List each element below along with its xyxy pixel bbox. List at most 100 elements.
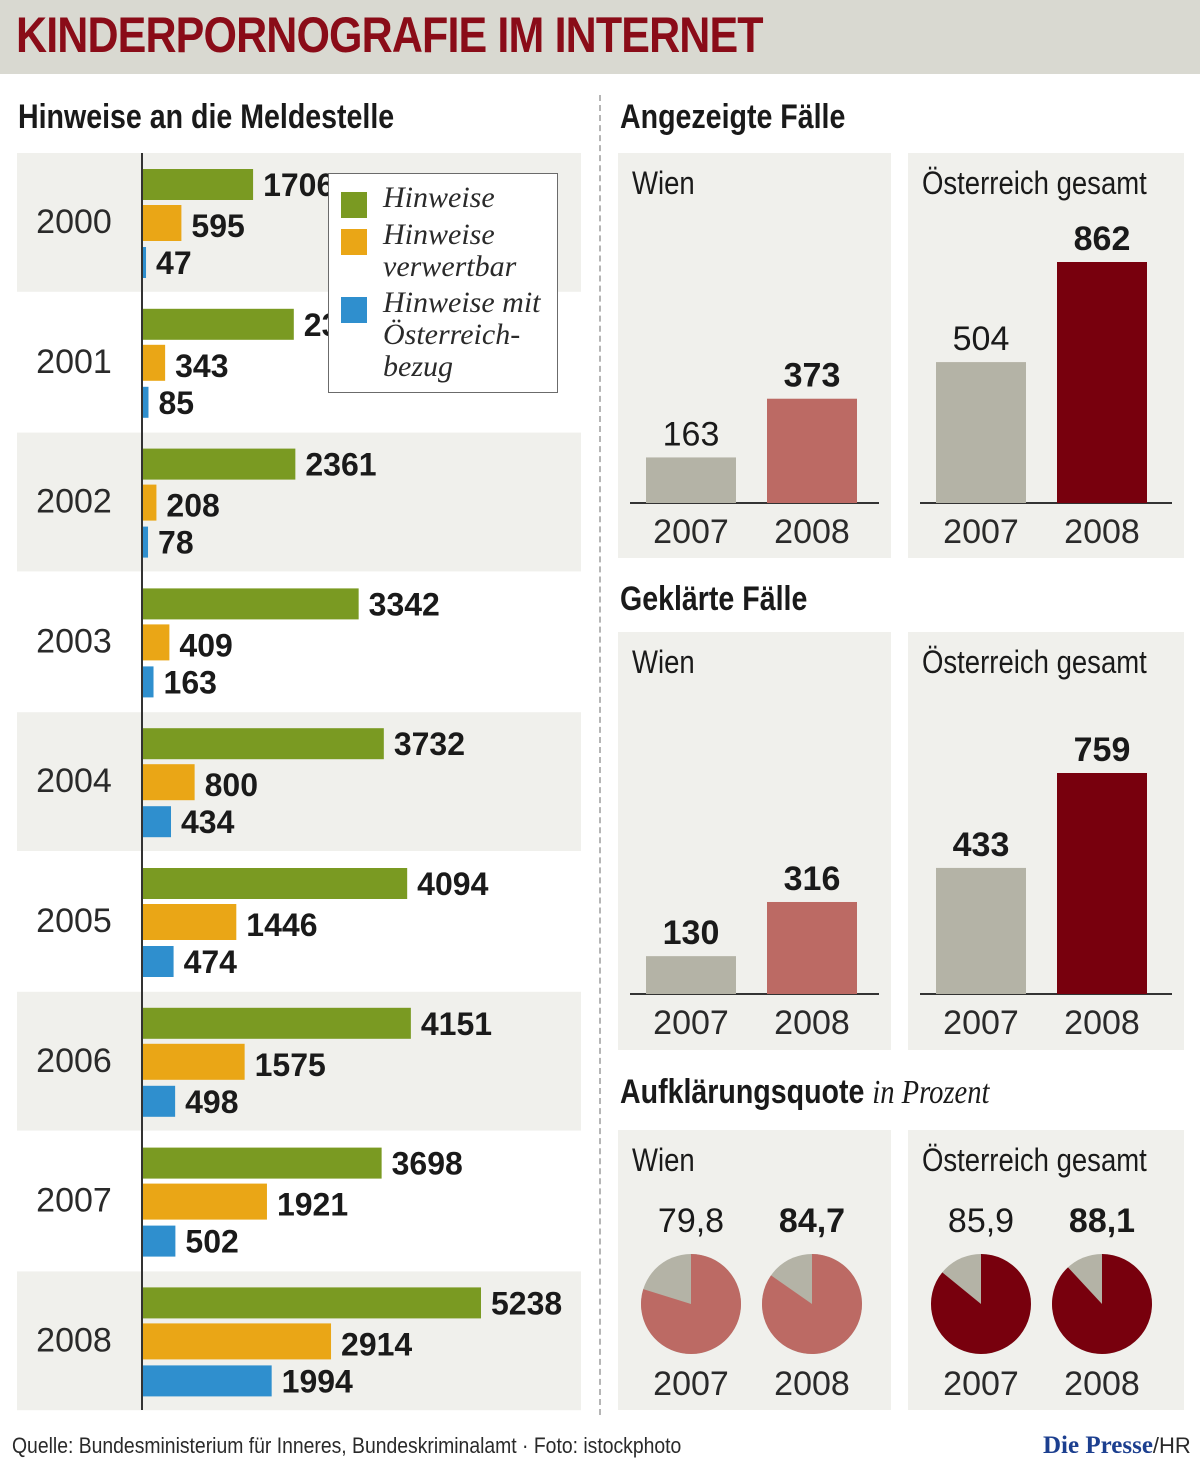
bar: [143, 386, 149, 418]
bar: [143, 1183, 267, 1220]
data-label: 3342: [369, 586, 440, 622]
bars-angezeigt-oesterreich: 504 2007 862 2008: [920, 220, 1172, 551]
left-section-title: Hinweise an die Meldestelle: [18, 98, 395, 136]
bar: [143, 1287, 481, 1319]
publisher-credit: Die Presse/HR: [1043, 1432, 1191, 1460]
panel-quote-wien: Wien 79,8 2007 84,7 2008: [618, 1130, 891, 1410]
data-label: 1446: [246, 907, 317, 943]
pies-quote-wien: 79,8 2007 84,7 2008: [641, 1202, 862, 1403]
year-label: 2008: [1064, 1004, 1140, 1042]
data-label: 3732: [394, 726, 465, 762]
data-label: 373: [784, 357, 841, 395]
data-label: 208: [166, 488, 219, 524]
bars-geklaert-oesterreich: 433 2007 759 2008: [920, 731, 1172, 1042]
year-label: 2007: [943, 1004, 1019, 1042]
year-label: 2008: [36, 1321, 112, 1359]
legend-label-hinweise: Hinweise: [383, 181, 495, 214]
data-label: 3698: [392, 1146, 463, 1182]
data-label: 130: [663, 914, 720, 952]
data-label: 78: [158, 525, 194, 561]
data-label: 862: [1074, 220, 1131, 258]
data-label: 433: [953, 826, 1010, 864]
panel-angezeigt-oesterreich: Österreich gesamt 504 2007 862 2008: [908, 153, 1184, 558]
year-label: 2007: [943, 1365, 1019, 1403]
bar: [143, 666, 154, 698]
hinweise-bar-chart: 2000170659547200123373438520022361208782…: [17, 153, 581, 1411]
publisher-logo: Die Presse: [1043, 1432, 1153, 1459]
row-background: [17, 432, 581, 572]
bar: [646, 956, 736, 994]
data-label: 502: [185, 1224, 238, 1260]
data-label: 434: [181, 804, 235, 840]
year-label: 2007: [653, 1004, 729, 1042]
year-label: 2007: [653, 513, 729, 551]
pie-value-slice: [1052, 1254, 1153, 1354]
bar: [1057, 262, 1147, 503]
year-label: 2000: [36, 203, 112, 241]
year-label: 2008: [774, 513, 850, 551]
year-label: 2001: [36, 343, 112, 381]
year-label: 2006: [36, 1042, 112, 1080]
header-bar: KINDERPORNOGRAFIE IM INTERNET: [0, 0, 1200, 74]
data-label: 409: [179, 627, 232, 663]
bar: [143, 1147, 382, 1179]
bar: [646, 457, 736, 503]
data-label: 343: [175, 348, 228, 384]
year-label: 2008: [774, 1365, 850, 1403]
legend-label-verwertbar: Hinweise verwertbar: [383, 218, 517, 283]
bar: [936, 867, 1026, 994]
geklaerte-faelle-title: Geklärte Fälle: [620, 580, 808, 618]
panel-geklaert-oesterreich: Österreich gesamt 433 2007 759 2008: [908, 632, 1184, 1050]
bar: [143, 764, 195, 801]
bar: [143, 247, 147, 278]
bar: [143, 1225, 176, 1257]
data-label: 85: [158, 385, 194, 421]
data-label: 1994: [282, 1363, 353, 1399]
bar: [143, 344, 166, 381]
bar: [143, 588, 359, 620]
year-label: 2004: [36, 762, 112, 800]
panel-title: Wien: [632, 644, 695, 680]
panel-title: Österreich gesamt: [922, 644, 1147, 680]
panel-quote-oesterreich: Österreich gesamt 85,9 2007 88,1 2008: [908, 1130, 1184, 1410]
author-credit: /HR: [1152, 1433, 1191, 1458]
panel-title: Österreich gesamt: [922, 1142, 1147, 1178]
data-label: 2361: [305, 447, 376, 483]
bar: [143, 1007, 411, 1039]
data-label: 759: [1074, 731, 1131, 769]
data-label: 163: [663, 415, 720, 453]
bar: [143, 1085, 176, 1117]
panel-geklaert-wien: Wien 130 2007 316 2008: [618, 632, 891, 1050]
bars-geklaert-wien: 130 2007 316 2008: [630, 860, 879, 1042]
bar: [143, 868, 408, 899]
aufklaerungsquote-title: Aufklärungsquote in Prozent: [620, 1073, 989, 1112]
panel-angezeigt-wien: Wien 163 2007 373 2008: [618, 153, 891, 558]
data-label: 79,8: [658, 1202, 724, 1240]
angezeigte-faelle-title: Angezeigte Fälle: [620, 98, 846, 136]
pie-value-slice: [641, 1254, 742, 1354]
data-label: 1706: [263, 167, 334, 203]
year-label: 2007: [653, 1365, 729, 1403]
year-label: 2007: [36, 1182, 112, 1220]
panel-title: Österreich gesamt: [922, 165, 1147, 201]
data-label: 163: [164, 664, 217, 700]
bar: [143, 484, 157, 521]
data-label: 595: [191, 208, 244, 244]
data-label: 4094: [417, 866, 488, 902]
bars-angezeigt-wien: 163 2007 373 2008: [630, 357, 879, 551]
pie-value-slice: [930, 1254, 1031, 1354]
year-label: 2008: [774, 1004, 850, 1042]
panel-title: Wien: [632, 1142, 695, 1178]
panel-title: Wien: [632, 165, 695, 201]
aufklaerungsquote-unit: in Prozent: [872, 1074, 990, 1111]
year-label: 2008: [1064, 1365, 1140, 1403]
aufklaerungsquote-label: Aufklärungsquote: [620, 1073, 865, 1111]
bar: [143, 624, 170, 661]
bar: [143, 448, 296, 480]
main-title: KINDERPORNOGRAFIE IM INTERNET: [16, 7, 764, 63]
bar: [143, 1365, 272, 1397]
data-label: 2914: [341, 1326, 412, 1362]
bar: [767, 398, 857, 503]
data-label: 88,1: [1069, 1202, 1135, 1240]
bar: [143, 205, 182, 241]
